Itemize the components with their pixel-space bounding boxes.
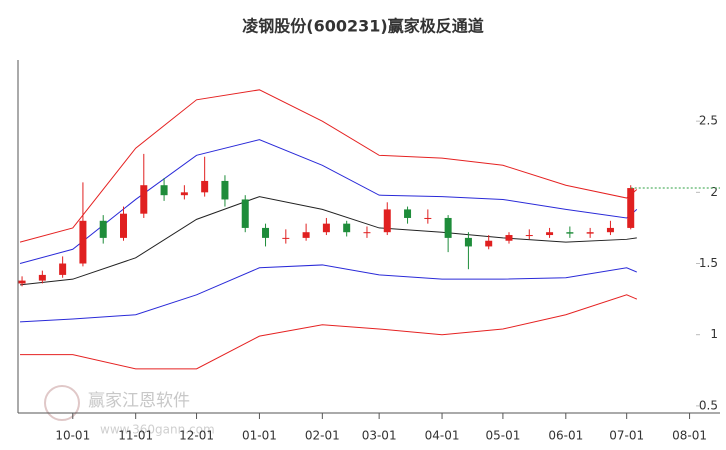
candle-body: [160, 185, 168, 196]
candle-body: [566, 232, 574, 234]
x-tick-label: 10-01: [55, 429, 90, 443]
candle-body: [343, 223, 351, 233]
y-tick-label: 2.5: [699, 114, 718, 128]
candle-body: [140, 185, 148, 214]
candle-body: [99, 220, 107, 238]
x-tick-label: 11-01: [118, 429, 153, 443]
candle-body: [322, 223, 330, 233]
candle-body: [525, 235, 533, 237]
candle-body: [79, 220, 87, 264]
candle-body: [627, 188, 635, 228]
candle-body: [59, 263, 67, 275]
y-tick-label: 1: [710, 327, 718, 341]
candle-body: [18, 280, 26, 284]
candle-body: [221, 180, 229, 200]
band-line: [20, 294, 638, 370]
y-tick-label: 1.5: [699, 256, 718, 270]
band-line: [19, 89, 638, 243]
candle-body: [505, 235, 513, 241]
band-line: [19, 196, 637, 286]
x-tick-label: 05-01: [485, 429, 520, 443]
x-tick-label: 06-01: [548, 429, 583, 443]
y-tick-label: 0.5: [699, 398, 718, 412]
watermark-url: www.360gann.com: [100, 423, 215, 437]
x-tick-label: 07-01: [609, 429, 644, 443]
watermark: 赢家江恩软件: [88, 391, 190, 411]
x-tick-label: 12-01: [179, 429, 214, 443]
chart-title: 凌钢股份(600231)赢家极反通道: [242, 17, 483, 36]
candle-body: [38, 274, 46, 281]
candle-body: [464, 237, 472, 247]
candle-body: [282, 237, 290, 239]
candle-body: [363, 232, 371, 234]
candle-body: [180, 192, 188, 196]
candle-body: [444, 217, 452, 238]
watermark-logo: [44, 385, 80, 421]
candle-body: [424, 217, 432, 219]
candle-body: [120, 213, 128, 238]
candle-body: [302, 232, 310, 238]
candle-body: [404, 209, 412, 218]
candle-body: [586, 232, 594, 234]
candle-body: [262, 227, 270, 238]
band-line: [20, 264, 638, 323]
x-tick-label: 01-01: [242, 429, 277, 443]
candle-body: [485, 240, 493, 247]
candle-body: [606, 227, 614, 233]
x-tick-label: 08-01: [672, 429, 707, 443]
x-tick-label: 04-01: [425, 429, 460, 443]
candle-body: [241, 199, 249, 228]
x-tick-label: 02-01: [305, 429, 340, 443]
candle-body: [546, 232, 554, 236]
x-tick-label: 03-01: [362, 429, 397, 443]
candle-body: [383, 209, 391, 233]
y-tick-label: 2: [710, 185, 718, 199]
candle-body: [201, 180, 209, 193]
band-line: [19, 139, 638, 264]
